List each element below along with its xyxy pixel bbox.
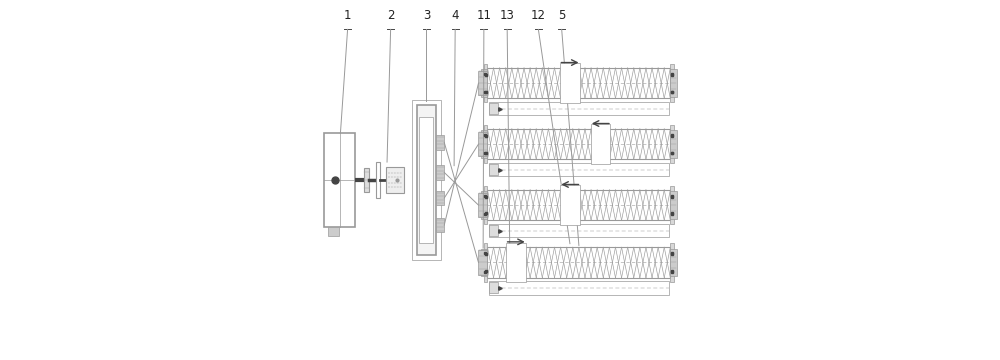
Text: 3: 3: [423, 9, 430, 22]
Bar: [481, 69, 487, 97]
Bar: [670, 130, 677, 158]
Bar: [489, 164, 498, 175]
Bar: [436, 218, 444, 232]
Bar: [484, 64, 487, 102]
Bar: [670, 243, 674, 282]
Bar: [481, 130, 487, 158]
Bar: [591, 124, 610, 164]
Bar: [376, 162, 380, 198]
Bar: [364, 168, 369, 192]
Bar: [670, 186, 674, 224]
Bar: [417, 105, 436, 255]
Bar: [489, 163, 669, 176]
Bar: [487, 190, 670, 220]
Text: 12: 12: [531, 9, 546, 22]
Bar: [481, 192, 487, 219]
Bar: [484, 243, 487, 282]
Bar: [481, 249, 487, 276]
Bar: [489, 225, 498, 236]
Text: 1: 1: [344, 9, 351, 22]
Bar: [489, 103, 498, 114]
Bar: [670, 192, 677, 219]
Text: 13: 13: [500, 9, 515, 22]
Text: 2: 2: [387, 9, 394, 22]
Bar: [484, 125, 487, 163]
Bar: [412, 100, 441, 260]
Text: 5: 5: [558, 9, 565, 22]
Bar: [484, 186, 487, 224]
Bar: [489, 102, 669, 116]
Bar: [478, 250, 487, 275]
Bar: [324, 134, 355, 226]
Bar: [489, 281, 669, 295]
Bar: [436, 165, 444, 180]
Bar: [506, 243, 526, 282]
Bar: [670, 125, 674, 163]
Bar: [487, 129, 670, 159]
Text: 11: 11: [476, 9, 491, 22]
Bar: [478, 132, 487, 156]
Bar: [487, 247, 670, 278]
Bar: [489, 283, 498, 293]
Bar: [560, 63, 580, 103]
Text: 4: 4: [451, 9, 459, 22]
Bar: [419, 117, 433, 243]
Bar: [386, 167, 404, 193]
Bar: [436, 135, 444, 149]
Bar: [478, 71, 487, 95]
Bar: [478, 193, 487, 217]
Bar: [489, 224, 669, 237]
Bar: [670, 249, 677, 276]
Bar: [328, 226, 339, 235]
Bar: [487, 68, 670, 98]
Bar: [560, 185, 580, 225]
Bar: [670, 69, 677, 97]
Bar: [670, 64, 674, 102]
Bar: [436, 191, 444, 205]
